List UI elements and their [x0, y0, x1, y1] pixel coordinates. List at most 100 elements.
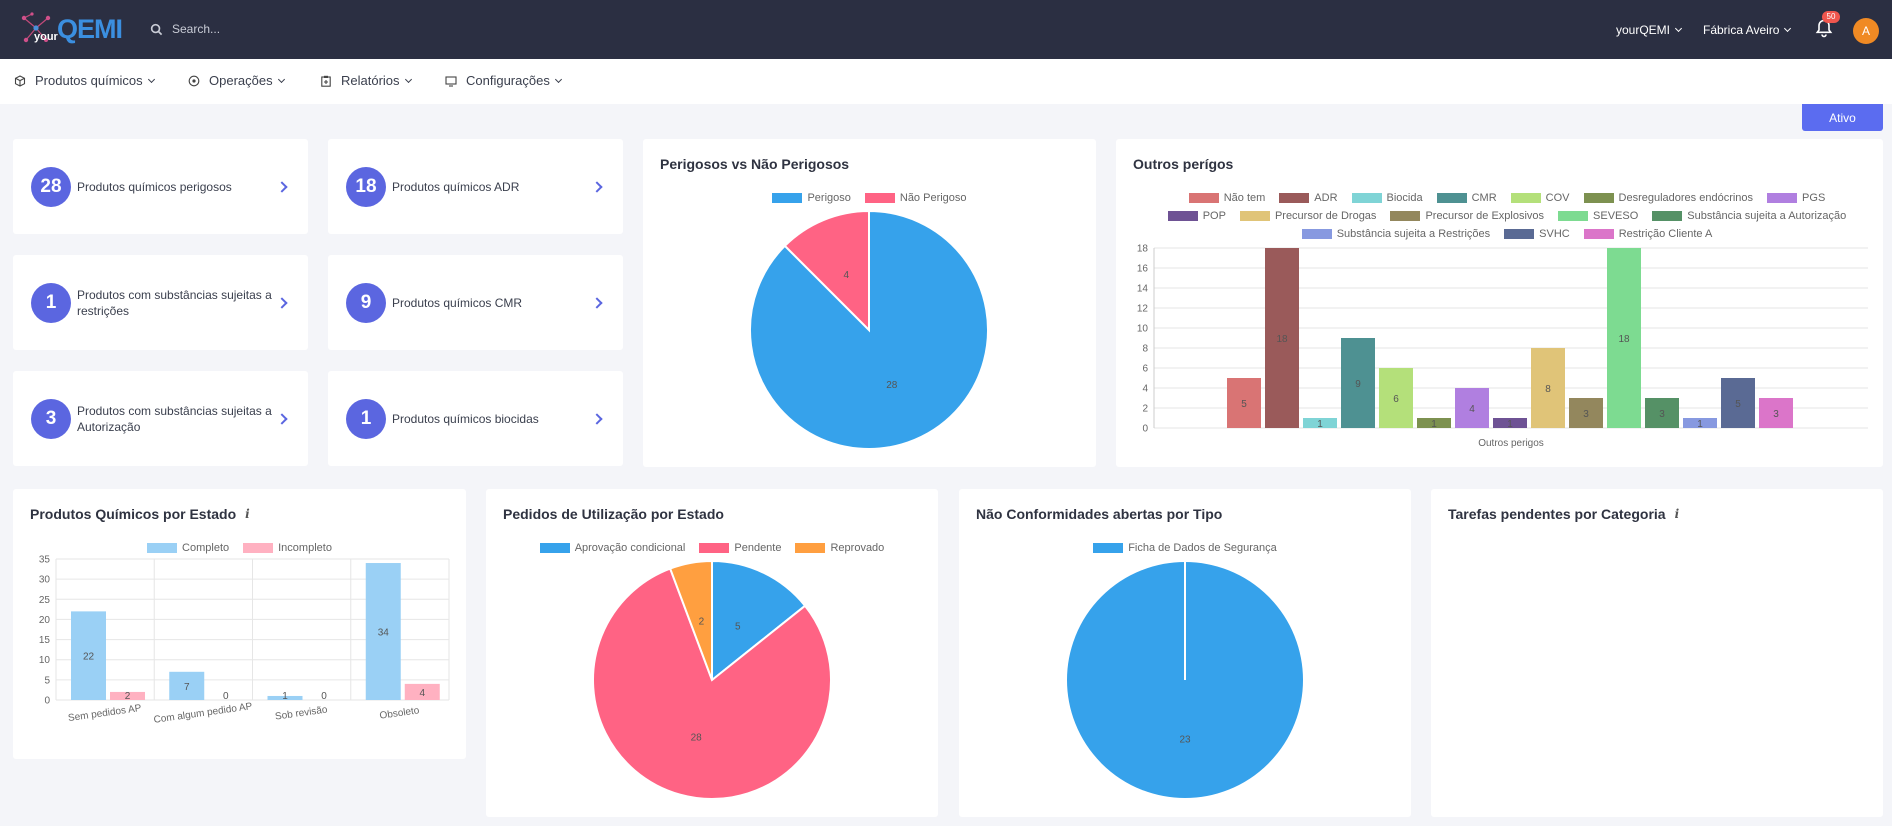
status-ativo-button[interactable]: Ativo [1802, 104, 1883, 131]
pie-slice[interactable] [592, 567, 832, 800]
legend-item[interactable]: CMR [1436, 190, 1497, 205]
x-axis-label: Outros perigos [1478, 438, 1544, 449]
user-menu-label: yourQEMI [1616, 22, 1671, 37]
legend-swatch [772, 192, 803, 203]
bar[interactable] [365, 563, 401, 700]
chart-card-tarefas: Tarefas pendentes por Categoria i [1431, 489, 1883, 817]
info-icon[interactable]: i [1674, 507, 1680, 521]
pie-slice[interactable] [668, 559, 713, 681]
legend-item[interactable]: Não tem [1188, 190, 1265, 205]
pie-chart-pedidos: 5 28 2 [592, 559, 832, 800]
bar[interactable] [1683, 418, 1717, 428]
legend-item[interactable]: Completo [147, 540, 229, 555]
nav-operacoes[interactable]: Operações [188, 73, 285, 88]
kpi-card-cmr[interactable]: 9 Produtos químicos CMR [328, 255, 623, 350]
kpi-card-autorizacao[interactable]: 3 Produtos com substâncias sujeitas a Au… [13, 371, 308, 466]
tick-label: 8 [1142, 344, 1148, 355]
legend-item[interactable]: Incompleto [243, 540, 332, 555]
user-menu[interactable]: yourQEMI [1616, 0, 1683, 59]
data-label: 9 [1355, 379, 1361, 390]
kpi-card-adr[interactable]: 18 Produtos químicos ADR [328, 139, 623, 234]
org-menu[interactable]: Fábrica Aveiro [1703, 0, 1792, 59]
bar[interactable] [404, 683, 440, 700]
legend-swatch [1510, 192, 1541, 203]
chart-title: Perigosos vs Não Perigosos [660, 156, 849, 172]
legend-label: Não Perigoso [899, 191, 967, 204]
legend-item[interactable]: Precursor de Explosivos [1390, 208, 1544, 223]
chart-legend: Não tem ADR Biocida CMR COV Desreguladores en… [1156, 190, 1858, 244]
nav-configuracoes[interactable]: Configurações [445, 73, 562, 88]
org-menu-toggle[interactable]: Fábrica Aveiro [1703, 23, 1792, 37]
bar[interactable] [1569, 398, 1603, 428]
legend-item[interactable]: Precursor de Drogas [1239, 208, 1377, 223]
kpi-card-restricoes[interactable]: 1 Produtos com substâncias sujeitas a re… [13, 255, 308, 350]
bar[interactable] [1759, 398, 1793, 428]
legend-item[interactable]: Reprovado [795, 540, 884, 555]
bar[interactable] [1645, 398, 1679, 428]
legend-swatch [1436, 192, 1467, 203]
bar[interactable] [1607, 248, 1641, 428]
logo[interactable]: your QEMI [18, 12, 128, 48]
chart-legend: Aprovação condicional Pendente Reprovado [486, 540, 938, 558]
legend-item[interactable]: SEVESO [1558, 208, 1638, 223]
bar[interactable] [1303, 418, 1337, 428]
legend-item[interactable]: Pendente [699, 540, 781, 555]
kpi-card-perigosos[interactable]: 28 Produtos químicos perigosos [13, 139, 308, 234]
bar[interactable] [1531, 348, 1565, 428]
data-label: 34 [378, 628, 390, 639]
bar[interactable] [1341, 338, 1375, 428]
bar[interactable] [267, 695, 303, 700]
legend-item[interactable]: ADR [1279, 190, 1338, 205]
legend-item[interactable]: Perigoso [772, 190, 851, 205]
pie-slice[interactable] [783, 209, 870, 333]
legend-label: Reprovado [830, 541, 885, 554]
legend-item[interactable]: Ficha de Dados de Segurança [1093, 540, 1277, 555]
tick-label: 6 [1142, 364, 1148, 375]
legend-item[interactable]: SVHC [1504, 226, 1570, 241]
legend-item[interactable]: PGS [1767, 190, 1825, 205]
pie-chart-perigosos: 28 4 [749, 209, 989, 450]
legend-item[interactable]: Aprovação condicional [539, 540, 685, 555]
legend-item[interactable]: Substância sujeita a Restrições [1301, 226, 1490, 241]
legend-item[interactable]: COV [1510, 190, 1570, 205]
pie-slice[interactable] [711, 559, 807, 683]
bar[interactable] [1493, 418, 1527, 428]
legend-label: Precursor de Drogas [1274, 209, 1377, 222]
legend-item[interactable]: Restrição Cliente A [1583, 226, 1712, 241]
info-icon[interactable]: i [245, 507, 250, 521]
bar[interactable] [1379, 368, 1413, 428]
avatar[interactable]: A [1853, 18, 1879, 44]
search-input[interactable] [172, 22, 392, 36]
bar[interactable] [71, 611, 106, 700]
bar[interactable] [1721, 378, 1755, 428]
chart-card-pedidos: Pedidos de Utilização por Estado Aprovaç… [486, 489, 938, 817]
legend-item[interactable]: Desreguladores endócrinos [1583, 190, 1753, 205]
bar[interactable] [1265, 248, 1299, 428]
legend-item[interactable]: Não Perigoso [864, 190, 967, 205]
legend-swatch [243, 542, 274, 553]
kpi-card-biocidas[interactable]: 1 Produtos químicos biocidas [328, 371, 623, 466]
tick-label: 5 [44, 675, 50, 686]
bar[interactable] [1227, 378, 1261, 428]
chart-card-estado: Produtos Químicos por Estado i Completo In… [13, 489, 466, 759]
bar[interactable] [1417, 418, 1451, 428]
chevron-down-icon [404, 75, 412, 83]
bar[interactable] [1455, 388, 1489, 428]
legend-item[interactable]: POP [1167, 208, 1226, 223]
nav-produtos-quimicos[interactable]: Produtos químicos [14, 73, 155, 88]
bar[interactable] [110, 691, 145, 700]
legend-item[interactable]: Substância sujeita a Autorização [1652, 208, 1846, 223]
main-nav: Produtos químicos Operações Relatórios C… [0, 59, 1892, 104]
legend-swatch [1351, 192, 1382, 203]
kpi-value: 1 [31, 282, 71, 323]
legend-label: CMR [1471, 191, 1497, 204]
bar[interactable] [169, 671, 205, 700]
tick-label: 0 [1142, 424, 1148, 435]
nav-relatorios[interactable]: Relatórios [320, 73, 412, 88]
user-menu-toggle[interactable]: yourQEMI [1616, 22, 1683, 37]
legend-label: Perigoso [807, 191, 851, 204]
circle-dot-icon [188, 75, 200, 86]
data-label: 22 [83, 652, 95, 663]
legend-item[interactable]: Biocida [1351, 190, 1423, 205]
data-label: 1 [1697, 419, 1703, 430]
